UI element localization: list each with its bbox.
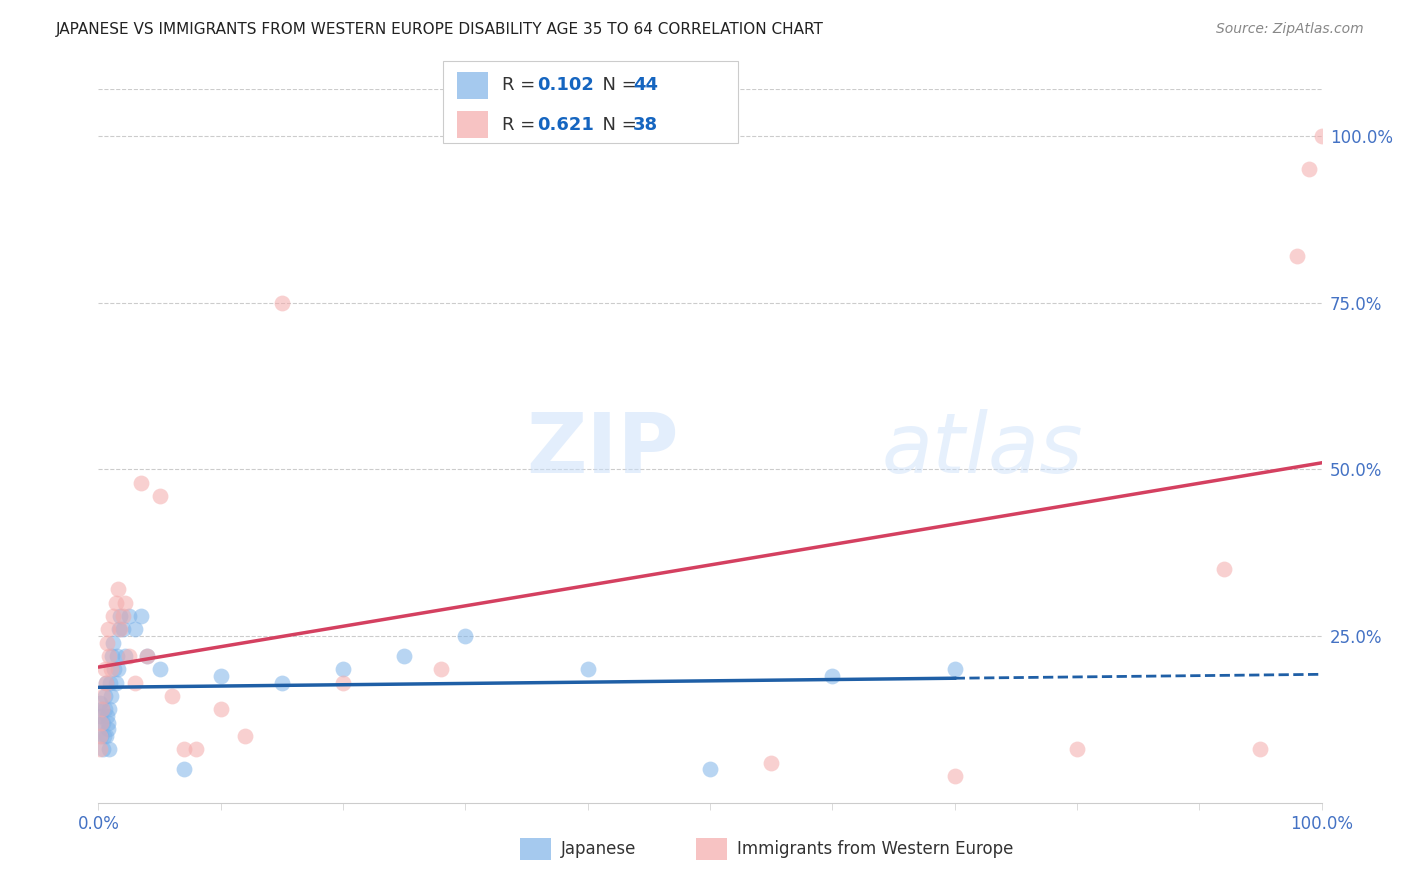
Text: ZIP: ZIP — [527, 409, 679, 490]
Point — [94, 675, 117, 690]
Point — [101, 609, 124, 624]
Point — [91, 715, 114, 730]
Point — [943, 769, 966, 783]
Point — [103, 662, 125, 676]
Point — [94, 689, 117, 703]
Point — [430, 662, 453, 676]
Point — [136, 649, 159, 664]
Point — [1298, 162, 1320, 177]
Text: Source: ZipAtlas.com: Source: ZipAtlas.com — [1216, 22, 1364, 37]
Point — [332, 675, 354, 690]
Point — [97, 723, 120, 737]
Point — [173, 763, 195, 777]
Point — [821, 669, 844, 683]
Text: R =: R = — [502, 77, 541, 95]
Point — [96, 636, 118, 650]
Point — [173, 742, 195, 756]
Text: 38: 38 — [633, 116, 658, 134]
Point — [118, 609, 141, 624]
Point — [97, 702, 120, 716]
Point — [90, 715, 112, 730]
Point — [98, 649, 121, 664]
Point — [160, 689, 183, 703]
Point — [943, 662, 966, 676]
Point — [90, 715, 112, 730]
Point — [100, 662, 122, 676]
Point — [91, 702, 114, 716]
Point — [392, 649, 416, 664]
Point — [101, 636, 124, 650]
Text: N =: N = — [591, 116, 643, 134]
Point — [114, 596, 136, 610]
Point — [97, 623, 120, 637]
Point — [93, 662, 115, 676]
Text: JAPANESE VS IMMIGRANTS FROM WESTERN EUROPE DISABILITY AGE 35 TO 64 CORRELATION C: JAPANESE VS IMMIGRANTS FROM WESTERN EURO… — [56, 22, 824, 37]
Point — [454, 629, 477, 643]
Point — [94, 675, 117, 690]
Point — [699, 763, 721, 777]
Point — [91, 742, 114, 756]
Point — [89, 742, 111, 756]
Point — [111, 609, 134, 624]
Point — [332, 662, 354, 676]
Point — [89, 696, 111, 710]
Point — [93, 729, 115, 743]
Point — [91, 689, 114, 703]
Point — [104, 596, 127, 610]
Point — [1250, 742, 1272, 756]
Point — [129, 475, 152, 490]
Point — [270, 295, 294, 310]
Point — [105, 649, 128, 664]
Point — [186, 742, 208, 756]
Point — [104, 675, 127, 690]
Text: 0.621: 0.621 — [537, 116, 593, 134]
Point — [110, 623, 132, 637]
Point — [101, 649, 124, 664]
Point — [1310, 128, 1333, 143]
Point — [149, 662, 172, 676]
Text: 44: 44 — [633, 77, 658, 95]
Point — [209, 702, 232, 716]
Point — [89, 709, 111, 723]
Point — [100, 689, 122, 703]
Point — [98, 675, 121, 690]
Point — [90, 729, 112, 743]
Point — [233, 729, 256, 743]
Point — [270, 675, 294, 690]
Point — [136, 649, 159, 664]
Point — [111, 623, 134, 637]
Text: atlas: atlas — [882, 409, 1083, 490]
Point — [97, 715, 120, 730]
Point — [91, 702, 114, 716]
Point — [107, 582, 129, 597]
Point — [96, 729, 118, 743]
Point — [89, 729, 111, 743]
Point — [118, 649, 141, 664]
Point — [96, 709, 118, 723]
Point — [110, 609, 132, 624]
Point — [98, 742, 121, 756]
Point — [1212, 562, 1234, 576]
Point — [93, 702, 115, 716]
Text: R =: R = — [502, 116, 541, 134]
Text: N =: N = — [591, 77, 643, 95]
Point — [761, 756, 783, 770]
Text: Japanese: Japanese — [561, 840, 637, 858]
Point — [209, 669, 232, 683]
Point — [1066, 742, 1088, 756]
Point — [576, 662, 599, 676]
Point — [108, 623, 131, 637]
Text: Immigrants from Western Europe: Immigrants from Western Europe — [737, 840, 1014, 858]
Point — [129, 609, 152, 624]
Point — [107, 662, 129, 676]
Text: 0.102: 0.102 — [537, 77, 593, 95]
Point — [124, 675, 146, 690]
Point — [124, 623, 146, 637]
Point — [114, 649, 136, 664]
Point — [149, 489, 172, 503]
Point — [1286, 249, 1309, 263]
